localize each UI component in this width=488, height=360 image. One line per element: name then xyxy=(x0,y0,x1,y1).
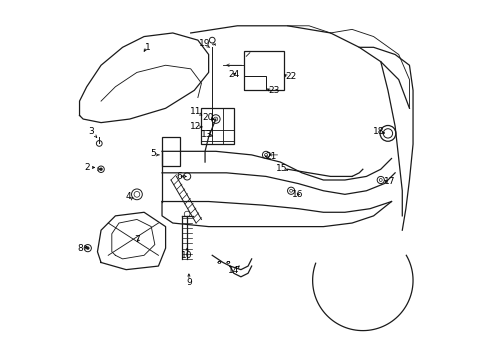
Text: 20: 20 xyxy=(202,113,213,122)
Text: 5: 5 xyxy=(150,149,156,158)
Text: 3: 3 xyxy=(88,127,94,136)
Text: 16: 16 xyxy=(291,190,303,199)
Text: 10: 10 xyxy=(181,251,192,260)
Text: 1: 1 xyxy=(144,43,150,52)
Text: 22: 22 xyxy=(285,72,296,81)
Text: 15: 15 xyxy=(276,164,287,173)
Text: 24: 24 xyxy=(227,70,239,79)
Text: 21: 21 xyxy=(265,152,277,161)
Text: 17: 17 xyxy=(383,177,395,186)
Bar xyxy=(201,108,233,144)
Text: 11: 11 xyxy=(190,107,202,116)
Bar xyxy=(244,76,265,90)
Text: 18: 18 xyxy=(372,127,384,136)
Text: 14: 14 xyxy=(227,266,239,275)
Bar xyxy=(244,51,284,90)
Text: 7: 7 xyxy=(134,235,140,244)
Text: 6: 6 xyxy=(176,172,182,181)
Text: 2: 2 xyxy=(84,163,89,172)
Circle shape xyxy=(100,168,102,171)
Circle shape xyxy=(86,247,89,249)
Text: 23: 23 xyxy=(268,86,279,95)
Bar xyxy=(162,137,180,166)
Text: 4: 4 xyxy=(125,192,130,201)
Text: 8: 8 xyxy=(77,244,83,253)
Text: 13: 13 xyxy=(201,130,212,139)
Text: 9: 9 xyxy=(185,278,191,287)
Text: 19: 19 xyxy=(198,39,210,48)
Text: 12: 12 xyxy=(190,122,202,131)
